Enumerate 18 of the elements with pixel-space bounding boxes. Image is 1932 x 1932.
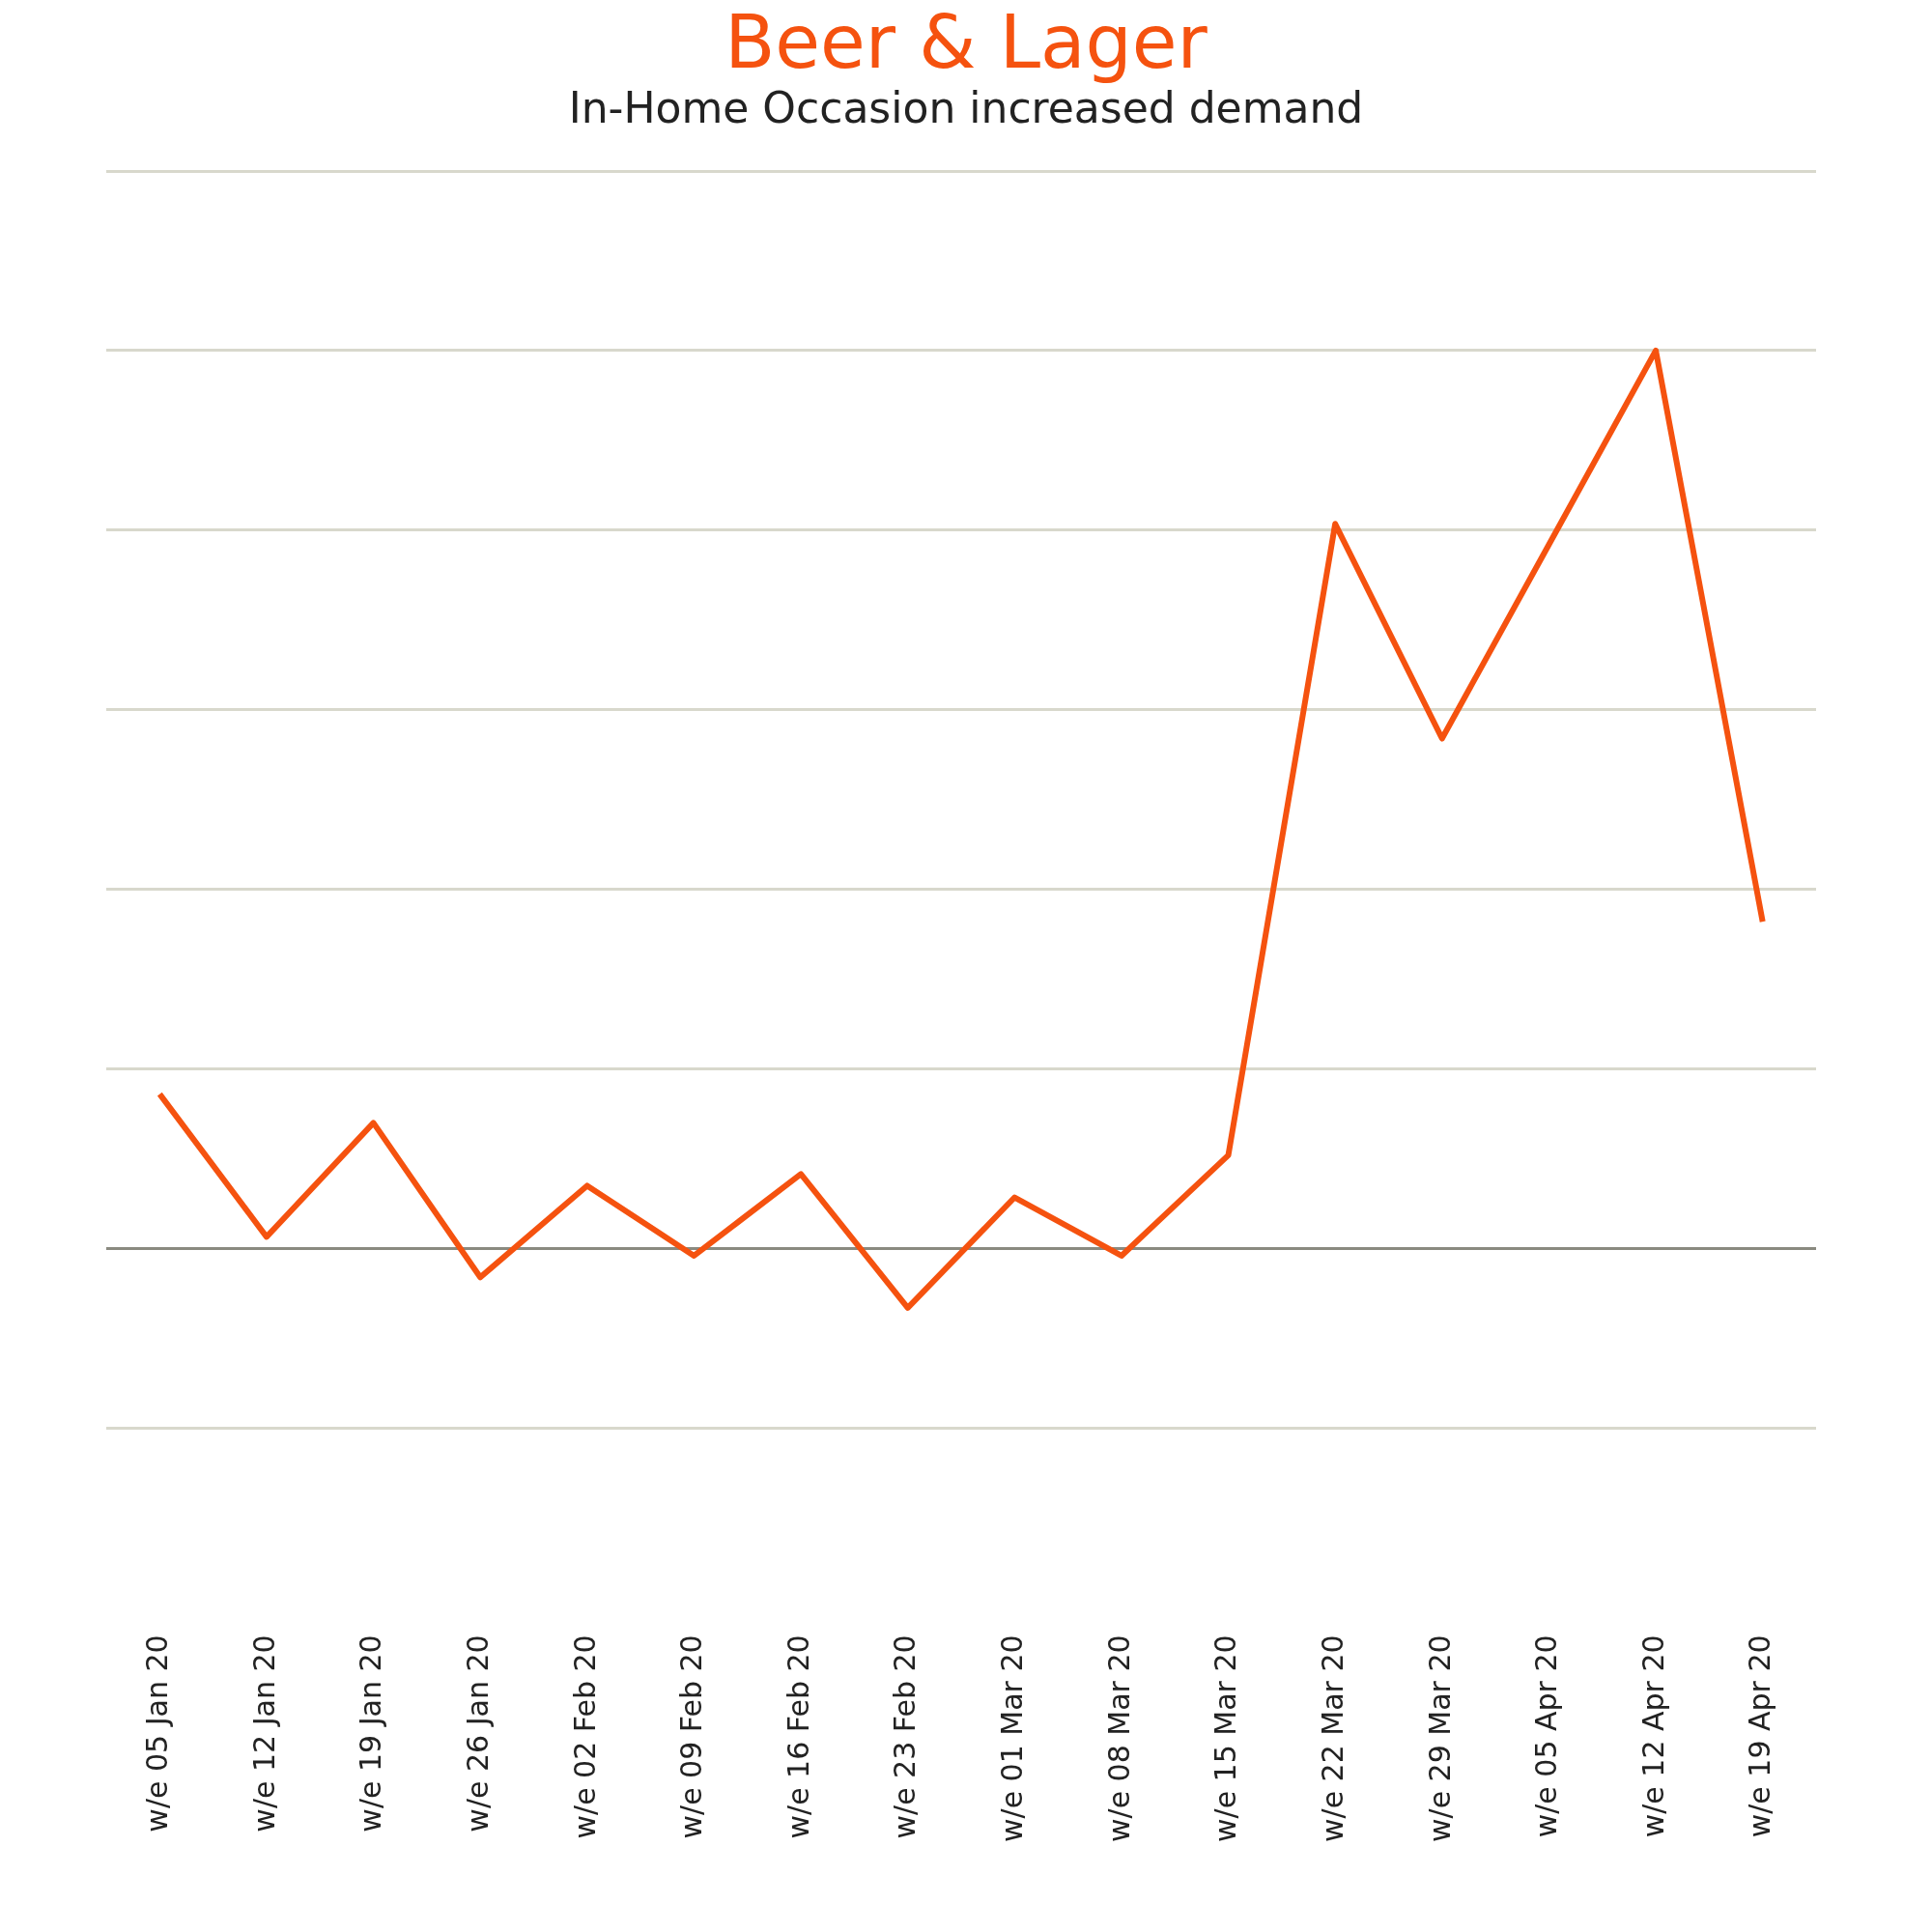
x-tick-label: w/e 23 Feb 20 (888, 1634, 923, 1839)
x-tick-label: w/e 02 Feb 20 (567, 1634, 602, 1839)
x-tick-label: w/e 05 Jan 20 (140, 1634, 175, 1833)
x-tick-label: w/e 01 Mar 20 (995, 1634, 1030, 1843)
x-tick-label: w/e 22 Mar 20 (1315, 1634, 1350, 1843)
x-tick-label: w/e 16 Feb 20 (781, 1634, 815, 1839)
x-tick-label: w/e 09 Feb 20 (674, 1634, 709, 1839)
x-tick-label: w/e 15 Mar 20 (1208, 1634, 1243, 1843)
chart-title: Beer & Lager (724, 0, 1208, 85)
x-tick-label: w/e 08 Mar 20 (1101, 1634, 1136, 1843)
x-tick-label: w/e 19 Apr 20 (1743, 1634, 1777, 1838)
x-tick-label: w/e 19 Jan 20 (354, 1634, 388, 1833)
x-tick-label: w/e 26 Jan 20 (460, 1634, 495, 1833)
chart-subtitle: In-Home Occasion increased demand (567, 83, 1365, 132)
x-tick-label: w/e 05 Apr 20 (1529, 1634, 1564, 1838)
x-tick-label: w/e 12 Jan 20 (246, 1634, 281, 1833)
x-tick-label: w/e 29 Mar 20 (1422, 1634, 1457, 1843)
x-tick-label: w/e 12 Apr 20 (1635, 1634, 1670, 1838)
